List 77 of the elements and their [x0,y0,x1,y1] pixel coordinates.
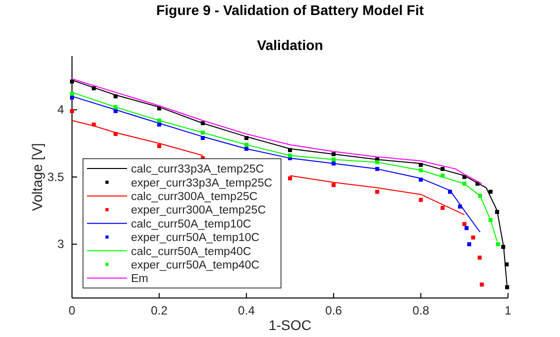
point [440,174,445,178]
point [114,105,118,110]
x-tick-label: 0.8 [412,304,430,318]
point [157,144,162,148]
x-axis-title: 1-SOC [268,317,312,333]
legend-label: Em [131,273,148,286]
point [157,106,162,110]
point [92,122,96,127]
point [501,244,506,249]
point [70,92,74,96]
point [332,158,336,162]
legend-label: calc_curr50A_temp40C [131,246,252,258]
point [288,153,292,158]
point [114,132,118,136]
point [114,109,118,114]
point [478,194,482,198]
point [478,256,482,260]
y-tick-label: 3.5 [47,170,64,184]
point [114,94,118,98]
point [440,206,445,210]
point [375,160,380,164]
point [418,178,423,182]
point [200,121,205,126]
point [462,175,466,179]
point [448,190,452,194]
legend-label: calc_curr300A_temp25C [131,190,258,203]
point [244,146,248,151]
point [70,109,74,114]
point [462,222,466,226]
point [480,282,484,287]
legend-label: calc_curr50A_temp10C [131,218,252,230]
point [496,242,500,246]
point [200,130,205,135]
point [244,136,248,140]
point [375,190,380,194]
chart-title: Figure 9 - Validation of Battery Model Fit [156,2,424,18]
point [70,96,74,100]
point [288,176,292,180]
point [462,182,466,186]
legend-label: exper_curr50A_temp40C [131,259,260,272]
point [418,162,423,167]
y-axis-title: Voltage [V] [29,143,45,211]
x-tick-label: 1 [504,304,512,318]
point [505,285,510,290]
legend-label: exper_curr50A_temp10C [131,232,260,244]
point [440,166,445,171]
point [418,168,423,172]
point [332,152,336,156]
x-tick-label: 0 [68,304,76,318]
point [488,218,493,222]
point [244,142,248,147]
x-tick-label: 0.4 [238,304,256,318]
point [332,183,336,188]
point [471,236,476,240]
point [332,162,336,166]
point [157,122,162,127]
point [467,242,472,246]
y-tick-label: 3 [57,237,64,252]
point [375,166,380,171]
point [157,118,162,123]
point [70,80,74,84]
point [288,148,292,152]
point [464,226,469,230]
point [488,190,493,194]
point [200,136,205,140]
point [458,204,462,209]
x-tick-label: 0.2 [150,304,168,318]
legend-label: exper_curr33p3A_temp25C [131,177,272,190]
point [418,198,423,202]
chart-subtitle: Validation [256,37,324,53]
y-tick-label: 4 [57,102,64,117]
legend-label: calc_curr33p3A_temp25C [131,164,264,176]
x-tick-label: 0.6 [325,304,342,318]
legend-label: exper_curr300A_temp25C [131,204,266,217]
point [495,210,500,214]
point [92,86,96,90]
point [504,262,509,266]
